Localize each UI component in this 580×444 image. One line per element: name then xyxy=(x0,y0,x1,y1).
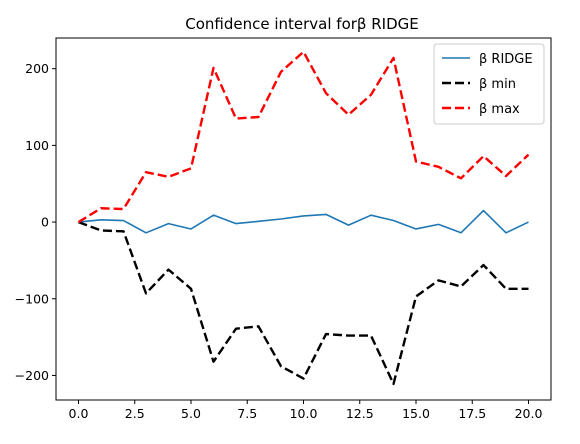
x-tick-label: 12.5 xyxy=(346,406,374,421)
legend-label-0: β RIDGE xyxy=(479,52,533,67)
y-tick-label: −200 xyxy=(15,368,49,383)
legend-box xyxy=(433,43,545,125)
x-tick-label: 2.5 xyxy=(125,406,145,421)
x-tick-label: 0.0 xyxy=(69,406,89,421)
y-tick-label: −100 xyxy=(15,291,49,306)
x-axis: 0.0 2.5 5.0 7.5 10.0 12.5 15.0 17.5 20.0 xyxy=(69,400,543,421)
x-tick-label: 10.0 xyxy=(290,406,318,421)
legend-label-2: β max xyxy=(479,102,520,117)
series-line-1 xyxy=(78,220,529,386)
y-axis: −200 −100 0 100 200 xyxy=(15,61,56,383)
x-tick-label: 7.5 xyxy=(237,406,257,421)
series-line-0 xyxy=(78,209,529,234)
y-tick-label: 200 xyxy=(25,61,49,76)
y-tick-label: 100 xyxy=(25,138,49,153)
legend-label-1: β min xyxy=(479,77,516,92)
series-line-2 xyxy=(77,50,530,224)
x-tick-label: 20.0 xyxy=(515,406,543,421)
x-tick-label: 15.0 xyxy=(402,406,430,421)
plot-area xyxy=(77,50,530,386)
chart-title: Confidence interval forβ RIDGE xyxy=(185,15,419,33)
x-tick-label: 17.5 xyxy=(458,406,486,421)
legend: β RIDGE β min β max xyxy=(433,43,545,125)
y-tick-label: 0 xyxy=(41,215,49,230)
x-tick-label: 5.0 xyxy=(181,406,201,421)
